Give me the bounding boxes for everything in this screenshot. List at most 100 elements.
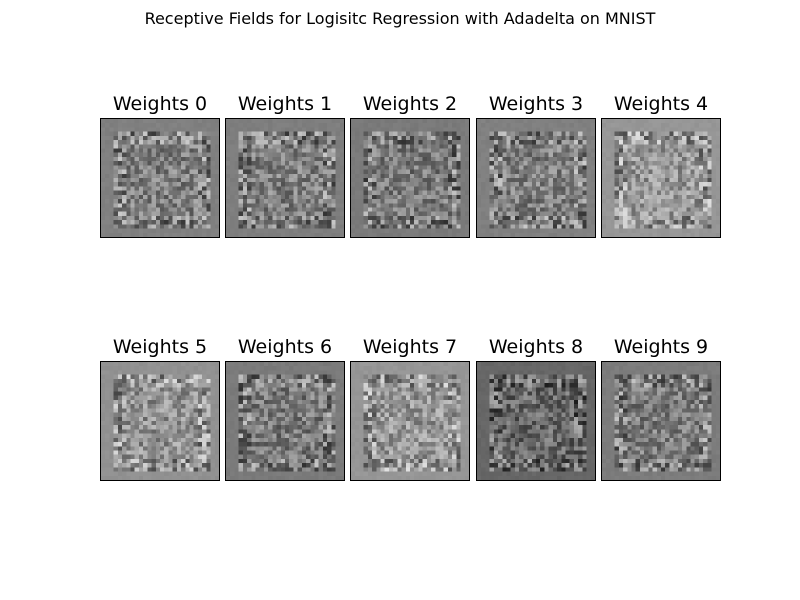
heatmap-cell bbox=[431, 144, 436, 149]
heatmap-cell bbox=[289, 186, 294, 191]
heatmap-cell bbox=[143, 437, 148, 443]
heatmap-cell bbox=[548, 211, 553, 216]
heatmap-cell bbox=[544, 186, 549, 191]
heatmap-cell bbox=[172, 446, 177, 451]
heatmap-cell bbox=[527, 182, 532, 187]
heatmap-cell bbox=[314, 148, 319, 153]
heatmap-cell bbox=[134, 127, 139, 132]
heatmap-cell bbox=[322, 131, 328, 136]
heatmap-cell bbox=[297, 165, 302, 170]
heatmap-cell bbox=[552, 156, 558, 162]
heatmap-cell bbox=[635, 156, 640, 162]
heatmap-cell bbox=[510, 220, 515, 225]
heatmap-cell bbox=[126, 199, 131, 204]
heatmap-cell bbox=[143, 190, 148, 195]
heatmap-cell bbox=[481, 190, 486, 195]
heatmap-cell bbox=[485, 182, 490, 187]
heatmap-cell bbox=[703, 148, 708, 153]
heatmap-cell bbox=[285, 190, 290, 195]
heatmap-cell bbox=[652, 211, 657, 216]
heatmap-cell bbox=[665, 152, 670, 157]
heatmap-cell bbox=[168, 366, 173, 371]
heatmap-cell bbox=[164, 119, 169, 124]
heatmap-cell bbox=[280, 135, 285, 141]
heatmap-cell bbox=[359, 182, 364, 187]
heatmap-cell bbox=[185, 173, 190, 178]
heatmap-cell bbox=[297, 370, 302, 375]
heatmap-cell bbox=[578, 220, 583, 225]
heatmap-cell bbox=[134, 446, 139, 451]
heatmap-cell bbox=[272, 161, 277, 166]
heatmap-cell bbox=[422, 127, 427, 132]
heatmap-cell bbox=[143, 199, 148, 204]
heatmap-cell bbox=[322, 148, 328, 153]
heatmap-cell bbox=[656, 173, 661, 178]
heatmap-cell bbox=[322, 144, 328, 149]
heatmap-cell bbox=[531, 199, 536, 204]
heatmap-cell bbox=[510, 199, 515, 204]
heatmap-cell bbox=[623, 165, 628, 170]
heatmap-cell bbox=[644, 169, 649, 174]
heatmap-cell bbox=[181, 399, 186, 405]
heatmap-cell bbox=[160, 395, 165, 400]
heatmap-cell bbox=[230, 123, 235, 128]
heatmap-cell bbox=[514, 232, 520, 237]
heatmap-cell bbox=[464, 144, 469, 149]
heatmap-cell bbox=[285, 165, 290, 170]
heatmap-cell bbox=[193, 391, 198, 396]
heatmap-cell bbox=[418, 127, 423, 132]
heatmap-cell bbox=[351, 178, 356, 183]
heatmap-cell bbox=[151, 454, 156, 459]
heatmap-cell bbox=[193, 467, 198, 472]
heatmap-cell bbox=[126, 446, 131, 451]
heatmap-cell bbox=[485, 144, 490, 149]
heatmap-cell bbox=[388, 224, 394, 229]
heatmap-cell bbox=[226, 399, 231, 405]
heatmap-cell bbox=[255, 144, 260, 149]
heatmap-cell bbox=[230, 148, 235, 153]
heatmap-cell bbox=[590, 203, 595, 208]
heatmap-cell bbox=[105, 156, 110, 162]
weights-heatmap-3 bbox=[477, 119, 595, 237]
heatmap-cell bbox=[122, 140, 127, 145]
heatmap-cell bbox=[367, 123, 373, 128]
heatmap-cell bbox=[606, 148, 611, 153]
heatmap-cell bbox=[101, 215, 106, 221]
heatmap-cell bbox=[193, 232, 198, 237]
heatmap-cell bbox=[498, 220, 503, 225]
heatmap-cell bbox=[682, 135, 687, 141]
heatmap-cell bbox=[493, 119, 499, 124]
heatmap-cell bbox=[502, 220, 507, 225]
heatmap-cell bbox=[185, 228, 190, 233]
heatmap-cell bbox=[147, 399, 152, 405]
heatmap-cell bbox=[206, 135, 211, 141]
heatmap-cell bbox=[519, 207, 524, 212]
heatmap-cell bbox=[172, 228, 177, 233]
heatmap-cell bbox=[506, 161, 511, 166]
heatmap-cell bbox=[172, 182, 177, 187]
heatmap-cell bbox=[234, 378, 239, 384]
heatmap-cell bbox=[519, 186, 524, 191]
heatmap-cell bbox=[263, 178, 269, 183]
heatmap-cell bbox=[251, 148, 256, 153]
heatmap-cell bbox=[485, 211, 490, 216]
heatmap-cell bbox=[318, 161, 323, 166]
heatmap-cell bbox=[703, 165, 708, 170]
heatmap-cell bbox=[418, 144, 423, 149]
heatmap-cell bbox=[514, 127, 520, 132]
heatmap-cell bbox=[172, 190, 177, 195]
heatmap-cell bbox=[414, 186, 419, 191]
heatmap-cell bbox=[703, 156, 708, 162]
heatmap-cell bbox=[109, 450, 114, 455]
heatmap-cell bbox=[578, 140, 583, 145]
heatmap-cell bbox=[464, 165, 469, 170]
heatmap-cell bbox=[359, 140, 364, 145]
heatmap-cell bbox=[464, 199, 469, 204]
heatmap-cell bbox=[251, 127, 256, 132]
weights-panel-0 bbox=[100, 118, 220, 238]
heatmap-cell bbox=[259, 127, 264, 132]
heatmap-cell bbox=[502, 161, 507, 166]
heatmap-cell bbox=[318, 186, 323, 191]
heatmap-cell bbox=[431, 140, 436, 145]
heatmap-cell bbox=[703, 215, 708, 221]
